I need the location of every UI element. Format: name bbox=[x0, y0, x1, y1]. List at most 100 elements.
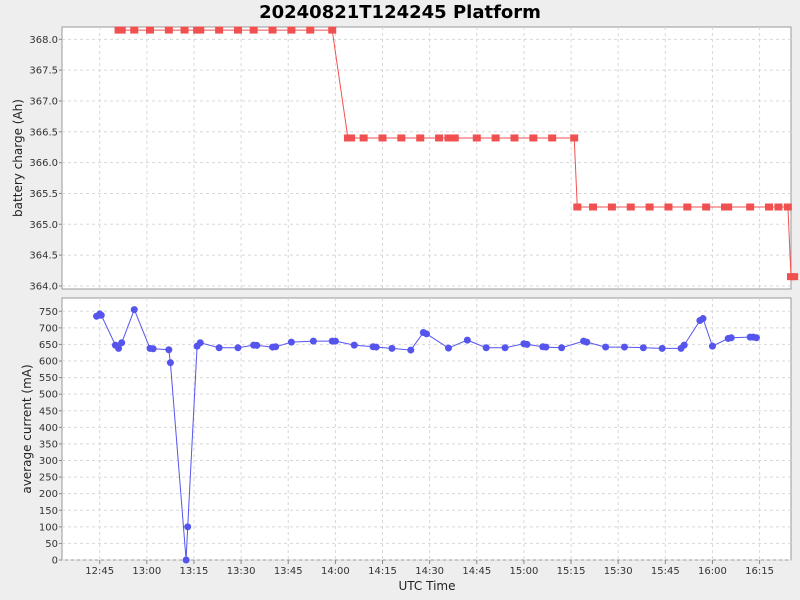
battery-charge-data-point bbox=[724, 203, 733, 211]
average-current-data-point bbox=[558, 344, 566, 352]
battery-charge-data-point bbox=[702, 203, 711, 211]
average-current-data-point bbox=[639, 344, 647, 352]
average-current-data-point bbox=[602, 343, 610, 351]
battery-charge-data-point bbox=[397, 134, 406, 142]
battery-charge-data-point bbox=[328, 26, 337, 34]
x-tick-label: 12:45 bbox=[85, 566, 114, 577]
battery-charge-data-point bbox=[180, 26, 189, 34]
battery-charge-data-point bbox=[215, 26, 224, 34]
x-tick-label: 14:15 bbox=[368, 566, 397, 577]
battery-charge-data-point bbox=[444, 134, 453, 142]
x-tick-label: 13:15 bbox=[180, 566, 209, 577]
battery-charge-data-point bbox=[416, 134, 425, 142]
average-current-data-point bbox=[388, 344, 396, 352]
average-current-data-point bbox=[708, 342, 716, 350]
average-current-data-point bbox=[542, 343, 550, 351]
battery-charge-data-point bbox=[765, 203, 774, 211]
average-current-y-tick-label: 250 bbox=[39, 473, 58, 484]
average-current-data-point bbox=[482, 344, 490, 352]
battery-charge-data-point bbox=[645, 203, 654, 211]
battery-charge-data-point bbox=[117, 26, 126, 34]
battery-charge-y-tick-label: 364.5 bbox=[29, 251, 58, 262]
chart-title: 20240821T124245 Platform bbox=[259, 2, 541, 23]
battery-charge-plot-area bbox=[61, 26, 792, 290]
average-current-y-tick-label: 500 bbox=[39, 390, 58, 401]
average-current-data-point bbox=[501, 344, 509, 352]
battery-charge-data-point bbox=[249, 26, 258, 34]
x-tick-label: 15:15 bbox=[557, 566, 586, 577]
average-current-series bbox=[93, 306, 760, 564]
battery-charge-data-point bbox=[607, 203, 616, 211]
average-current-data-point bbox=[253, 341, 261, 349]
x-tick-label: 13:45 bbox=[274, 566, 303, 577]
battery-charge-ticks: 364.0 364.5 365.0 365.5 366.0 366.5 367.0 367.5… bbox=[29, 35, 62, 292]
battery-charge-data-point bbox=[359, 134, 368, 142]
x-tick-label: 13:00 bbox=[132, 566, 161, 577]
average-current-y-tick-label: 600 bbox=[39, 357, 58, 368]
average-current-y-tick-label: 200 bbox=[39, 489, 58, 500]
average-current-data-point bbox=[699, 315, 707, 323]
battery-charge-data-point bbox=[746, 203, 755, 211]
average-current-data-point bbox=[182, 556, 190, 564]
average-current-data-point bbox=[523, 340, 531, 348]
x-tick-label: 13:30 bbox=[227, 566, 256, 577]
battery-charge-grid bbox=[62, 27, 791, 289]
battery-charge-y-tick-label: 367.5 bbox=[29, 66, 58, 77]
battery-charge-y-tick-label: 366.5 bbox=[29, 127, 58, 138]
average-current-y-tick-label: 700 bbox=[39, 323, 58, 334]
average-current-data-point bbox=[620, 343, 628, 351]
average-current-y-tick-label: 750 bbox=[39, 307, 58, 318]
average-current-data-point bbox=[727, 334, 735, 342]
x-tick-label: 16:00 bbox=[698, 566, 727, 577]
average-current-y-tick-label: 0 bbox=[52, 556, 58, 567]
x-tick-label: 16:15 bbox=[745, 566, 774, 577]
battery-charge-data-point bbox=[664, 203, 673, 211]
x-tick-label: 15:00 bbox=[509, 566, 538, 577]
average-current-data-point bbox=[309, 337, 317, 345]
average-current-panel: 0 50 100 150 200 250 300 350 400 450 500 550 600 650 7… bbox=[20, 297, 792, 567]
average-current-data-point bbox=[215, 344, 223, 352]
average-current-y-tick-label: 300 bbox=[39, 456, 58, 467]
average-current-data-point bbox=[463, 336, 471, 344]
battery-charge-data-point bbox=[510, 134, 519, 142]
battery-charge-data-point bbox=[306, 26, 315, 34]
average-current-data-point bbox=[350, 341, 358, 349]
average-current-data-point bbox=[149, 345, 157, 353]
x-axis-label: UTC Time bbox=[399, 579, 456, 593]
battery-charge-data-point bbox=[268, 26, 277, 34]
battery-charge-y-tick-label: 366.0 bbox=[29, 158, 58, 169]
battery-charge-data-point bbox=[287, 26, 296, 34]
battery-charge-data-point bbox=[450, 134, 459, 142]
average-current-data-point bbox=[680, 341, 688, 349]
battery-charge-data-point bbox=[573, 203, 582, 211]
battery-charge-data-point bbox=[790, 273, 799, 281]
average-current-y-tick-label: 550 bbox=[39, 373, 58, 384]
battery-charge-data-point bbox=[548, 134, 557, 142]
battery-charge-data-point bbox=[378, 134, 387, 142]
average-current-y-tick-label: 50 bbox=[45, 539, 58, 550]
average-current-y-tick-label: 400 bbox=[39, 423, 58, 434]
battery-charge-data-point bbox=[783, 203, 792, 211]
battery-charge-data-point bbox=[529, 134, 538, 142]
average-current-y-tick-label: 100 bbox=[39, 522, 58, 533]
average-current-data-point bbox=[115, 344, 123, 352]
battery-charge-y-axis-label: battery charge (Ah) bbox=[11, 99, 25, 217]
average-current-y-tick-label: 350 bbox=[39, 439, 58, 450]
average-current-data-point bbox=[130, 306, 138, 314]
average-current-data-point bbox=[752, 334, 760, 342]
average-current-data-point bbox=[407, 346, 415, 354]
x-tick-label: 14:45 bbox=[462, 566, 491, 577]
battery-charge-panel: 364.0 364.5 365.0 365.5 366.0 366.5 367.0 367.5… bbox=[11, 26, 799, 292]
average-current-data-point bbox=[583, 338, 591, 346]
battery-charge-data-point bbox=[589, 203, 598, 211]
battery-charge-y-tick-label: 364.0 bbox=[29, 281, 58, 292]
battery-charge-data-point bbox=[233, 26, 242, 34]
average-current-data-point bbox=[184, 523, 192, 531]
battery-charge-data-point bbox=[347, 134, 356, 142]
battery-charge-data-point bbox=[491, 134, 500, 142]
battery-charge-data-point bbox=[472, 134, 481, 142]
battery-charge-data-point bbox=[435, 134, 444, 142]
average-current-data-point bbox=[166, 359, 174, 367]
x-axis-ticks: 12:45 13:00 13:15 13:30 13:45 14:00 14:15 14:30… bbox=[85, 560, 774, 577]
